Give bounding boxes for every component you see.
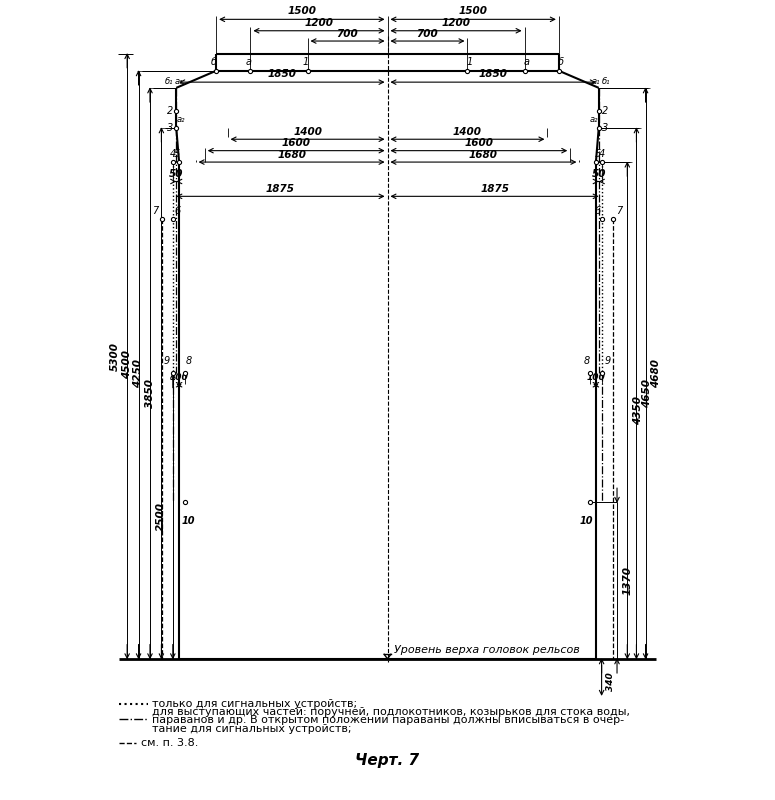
Text: б₁: б₁ [164, 77, 173, 86]
Text: 1680: 1680 [277, 150, 306, 160]
Text: Уровень верха головок рельсов: Уровень верха головок рельсов [394, 646, 580, 655]
Text: 9: 9 [164, 357, 170, 366]
Text: 2: 2 [167, 106, 173, 116]
Text: 4680: 4680 [651, 359, 661, 388]
Text: 1: 1 [302, 58, 308, 67]
Text: 1875: 1875 [480, 184, 509, 194]
Text: 700: 700 [336, 29, 358, 38]
Text: 4: 4 [599, 149, 605, 158]
Text: 100: 100 [170, 373, 188, 382]
Text: 50: 50 [169, 169, 184, 178]
Text: 5: 5 [594, 149, 601, 158]
Text: б: б [558, 58, 564, 67]
Text: только для сигнальных устройств;: только для сигнальных устройств; [152, 699, 357, 710]
Text: 1850: 1850 [479, 70, 508, 79]
Text: 1: 1 [467, 58, 473, 67]
Text: 6: 6 [594, 206, 601, 216]
Text: 1400: 1400 [453, 127, 482, 137]
Text: см. п. 3.8.: см. п. 3.8. [141, 738, 198, 748]
Text: 100: 100 [587, 373, 605, 382]
Text: 7: 7 [153, 206, 159, 216]
Text: 4: 4 [170, 149, 176, 158]
Text: а: а [524, 58, 530, 67]
Text: 9: 9 [605, 357, 611, 366]
Text: 3850: 3850 [145, 379, 154, 408]
Text: 1680: 1680 [469, 150, 498, 160]
Text: 1500: 1500 [288, 6, 316, 16]
Text: 1400: 1400 [293, 127, 322, 137]
Text: 5300: 5300 [110, 342, 120, 370]
Text: 1200: 1200 [305, 18, 333, 28]
Text: тание для сигнальных устройств;: тание для сигнальных устройств; [152, 724, 352, 734]
Text: параванов и др. В открытом положении параваны должны вписываться в очер-: параванов и др. В открытом положении пар… [152, 715, 625, 726]
Text: 6: 6 [174, 206, 181, 216]
Text: 2500: 2500 [156, 502, 166, 530]
Text: 1875: 1875 [266, 184, 295, 194]
Text: а₂: а₂ [590, 115, 598, 124]
Text: 4500: 4500 [122, 350, 132, 379]
Text: 7: 7 [616, 206, 622, 216]
Text: 8: 8 [584, 357, 590, 366]
Text: 1850: 1850 [267, 70, 296, 79]
Text: а₁: а₁ [592, 77, 601, 86]
Text: 4350: 4350 [633, 396, 643, 425]
Text: 1600: 1600 [464, 138, 494, 148]
Text: 10: 10 [181, 516, 195, 526]
Text: 340: 340 [606, 672, 615, 691]
Text: а₂: а₂ [177, 115, 185, 124]
Text: 3: 3 [602, 123, 608, 133]
Text: 1500: 1500 [459, 6, 487, 16]
Text: 10: 10 [580, 516, 594, 526]
Text: а: а [245, 58, 251, 67]
Text: а₁: а₁ [174, 77, 183, 86]
Text: 700: 700 [417, 29, 439, 38]
Text: для выступающих частей: поручней, подлокотников, козырьков для стока воды,: для выступающих частей: поручней, подлок… [152, 707, 630, 717]
Text: 1600: 1600 [281, 138, 311, 148]
Text: б₁: б₁ [602, 77, 611, 86]
Text: 50: 50 [591, 169, 606, 178]
Text: 4250: 4250 [133, 359, 143, 388]
Text: 8: 8 [185, 357, 191, 366]
Text: Черт. 7: Черт. 7 [356, 753, 419, 768]
Text: 1200: 1200 [442, 18, 470, 28]
Text: 1370: 1370 [623, 566, 632, 595]
Text: 3: 3 [167, 123, 173, 133]
Text: 5: 5 [174, 149, 181, 158]
Text: 4650: 4650 [642, 379, 652, 408]
Text: б: б [211, 58, 217, 67]
Text: 2: 2 [602, 106, 608, 116]
